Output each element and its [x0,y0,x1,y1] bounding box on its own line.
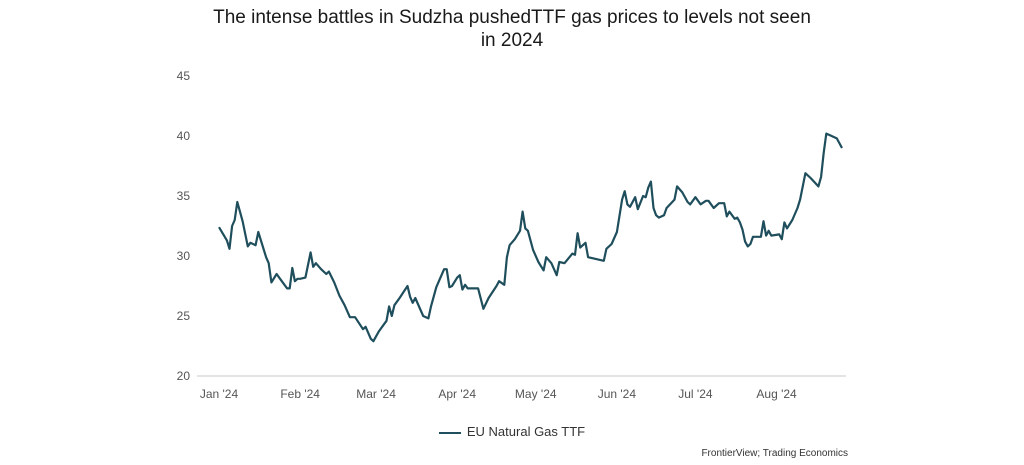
x-tick-label: Aug '24 [756,387,797,401]
legend-swatch [438,431,461,434]
x-tick-label: Apr '24 [438,387,476,401]
chart-title-line-2: in 2024 [480,30,544,51]
x-tick-label: May '24 [515,387,557,401]
x-tick-label: Jan '24 [200,387,239,401]
y-tick-label: 25 [177,309,191,323]
y-tick-label: 20 [177,369,191,383]
y-tick-label: 40 [177,129,191,143]
y-tick-label: 35 [177,189,191,203]
x-tick-label: Feb '24 [280,387,320,401]
series-layer [218,132,843,343]
y-axis: 20 25 30 35 40 45 [177,69,191,383]
x-tick-label: Jun '24 [598,387,637,401]
x-axis: Jan '24 Feb '24 Mar '24 Apr '24 May '24 Jun '… [200,387,797,401]
x-tick-label: Jul '24 [678,387,713,401]
legend-label: EU Natural Gas TTF [466,424,586,439]
source-note: FrontierView; Trading Economics [701,448,848,459]
legend: EU Natural Gas TTF [0,424,1024,439]
chart-title-line-1: The intense battles in Sudzha pushedTTF … [213,7,811,28]
y-tick-label: 30 [177,249,191,263]
y-tick-label: 45 [177,69,191,83]
x-tick-label: Mar '24 [356,387,396,401]
series-line-eu-natural-gas-ttf [218,132,843,343]
chart-title: The intense battles in Sudzha pushedTTF … [0,6,1024,52]
